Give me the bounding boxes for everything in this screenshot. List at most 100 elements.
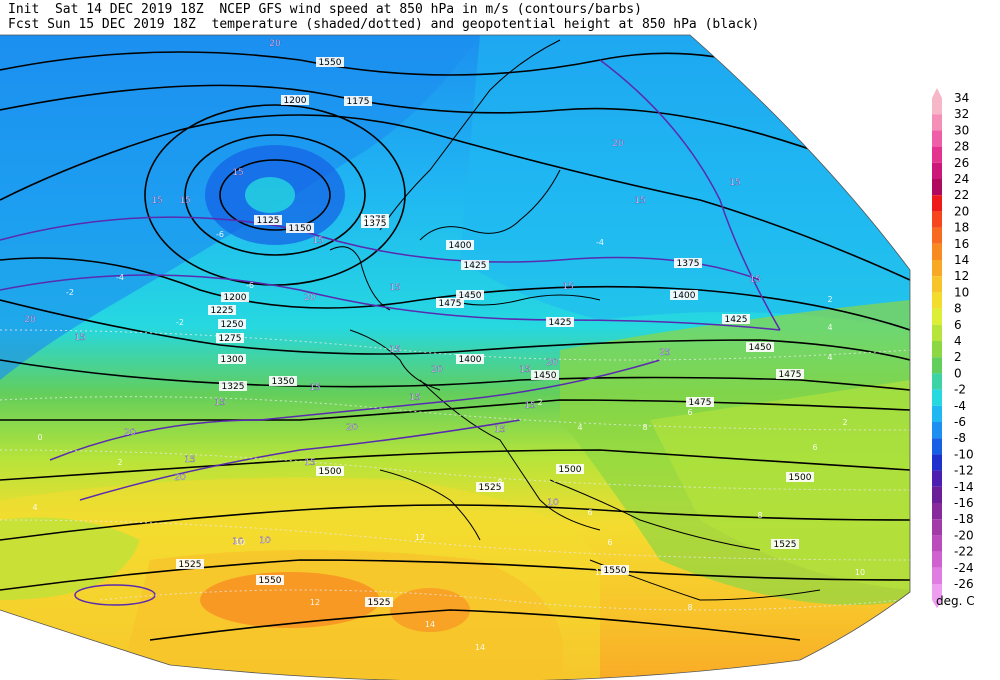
- temperature-label: 10: [235, 538, 245, 547]
- legend-label: 24: [954, 172, 969, 186]
- height-label: 1200: [224, 293, 247, 303]
- height-label-bg: [219, 381, 247, 391]
- height-label: 1425: [464, 261, 487, 271]
- height-label-bg: [446, 240, 474, 250]
- temperature-label: 14: [475, 643, 485, 652]
- height-label: 1550: [319, 58, 342, 68]
- legend-swatch: [932, 276, 942, 293]
- temperature-label: 6: [607, 538, 612, 547]
- wind-label: 10: [259, 536, 271, 546]
- height-label-bg: [686, 397, 714, 407]
- height-label: 1275: [219, 334, 242, 344]
- temperature-label: 12: [310, 598, 320, 607]
- wind-label: 15: [304, 458, 315, 468]
- legend-label: 34: [954, 91, 969, 105]
- height-label-bg: [601, 565, 629, 575]
- wind-label: 15: [634, 196, 645, 206]
- height-label-bg: [476, 482, 504, 492]
- height-label-bg: [456, 354, 484, 364]
- height-label-bg: [218, 319, 246, 329]
- wind-label: 25: [659, 348, 670, 358]
- height-label: 1325: [222, 382, 245, 392]
- legend-swatch: [932, 454, 942, 471]
- height-label: 1400: [449, 241, 472, 251]
- legend-swatch: [932, 470, 942, 487]
- temperature-label: -2: [176, 318, 184, 327]
- wind-label: 15: [389, 283, 400, 293]
- wind-label: 15: [184, 455, 195, 465]
- legend-label: 28: [954, 140, 969, 154]
- legend-label: 16: [954, 237, 969, 251]
- height-label-bg: [361, 218, 389, 228]
- temperature-label: 2: [827, 295, 832, 304]
- legend-swatch: [932, 243, 942, 260]
- legend-label: -24: [954, 561, 974, 575]
- wind-label: 15: [409, 393, 420, 403]
- temperature-label: 8: [642, 423, 647, 432]
- legend-label: 12: [954, 269, 969, 283]
- height-label: 1375: [677, 259, 700, 269]
- legend-swatch: [932, 405, 942, 422]
- wind-label: 20: [304, 293, 316, 303]
- height-label-bg: [254, 215, 282, 225]
- height-label-bg: [556, 464, 584, 474]
- height-label-bg: [546, 317, 574, 327]
- legend-label: 26: [954, 156, 969, 170]
- wind-label: 15: [519, 365, 530, 375]
- contour-labels: 1550120011751125115013751200122512501275…: [24, 39, 865, 652]
- temperature-label: 2: [537, 398, 542, 407]
- temperature-label: 8: [757, 511, 762, 520]
- wind-label: 15: [729, 178, 740, 188]
- height-label: 1425: [549, 318, 572, 328]
- legend-label: -12: [954, 464, 974, 478]
- wind-label: 20: [346, 423, 358, 433]
- legend-swatch: [932, 551, 942, 568]
- height-label: 1225: [211, 306, 234, 316]
- height-label: 1475: [779, 370, 802, 380]
- temperature-label: -2: [66, 288, 74, 297]
- height-label: 1300: [221, 355, 244, 365]
- legend-swatch: [932, 422, 942, 439]
- legend-label: 30: [954, 123, 969, 137]
- legend-swatch: [932, 260, 942, 277]
- legend-label: -26: [954, 577, 974, 591]
- legend-swatch: [932, 389, 942, 406]
- height-label: 1450: [749, 343, 772, 353]
- height-label: 1475: [689, 398, 712, 408]
- height-label-bg: [218, 354, 246, 364]
- legend-swatch: [932, 114, 942, 131]
- height-label-bg: [316, 57, 344, 67]
- legend-swatch: [932, 162, 942, 179]
- wind-label: 15: [214, 398, 225, 408]
- legend-label: -6: [954, 415, 966, 429]
- legend-label: 0: [954, 366, 962, 380]
- legend-label: 18: [954, 221, 969, 235]
- height-label: 1250: [221, 320, 244, 330]
- wind-label: 15: [151, 196, 162, 206]
- height-label-bg: [670, 290, 698, 300]
- height-label: 1425: [725, 315, 748, 325]
- height-label-bg: [316, 466, 344, 476]
- legend-label: 10: [954, 285, 969, 299]
- legend-swatch: [932, 535, 942, 552]
- height-label-bg: [269, 376, 297, 386]
- legend-label: -18: [954, 512, 974, 526]
- height-contours: [0, 51, 910, 641]
- height-label-bg: [776, 369, 804, 379]
- wind-label: 15: [494, 425, 505, 435]
- legend-swatch: [932, 324, 942, 341]
- wind-label: 10: [547, 498, 559, 508]
- map-border: [0, 34, 911, 680]
- legend-label: -4: [954, 399, 966, 413]
- height-label: 1450: [534, 371, 557, 381]
- wind-label: 15: [562, 282, 573, 292]
- legend-top-arrow: [932, 88, 942, 98]
- height-label: 1500: [319, 467, 342, 477]
- temperature-label: 6: [587, 508, 592, 517]
- legend-swatch: [932, 373, 942, 390]
- legend-swatch: [932, 195, 942, 212]
- title-line-2: Fcst Sun 15 DEC 2019 18Z temperature (sh…: [8, 17, 760, 32]
- temperature-label: -6: [216, 230, 224, 239]
- legend-label: 14: [954, 253, 969, 267]
